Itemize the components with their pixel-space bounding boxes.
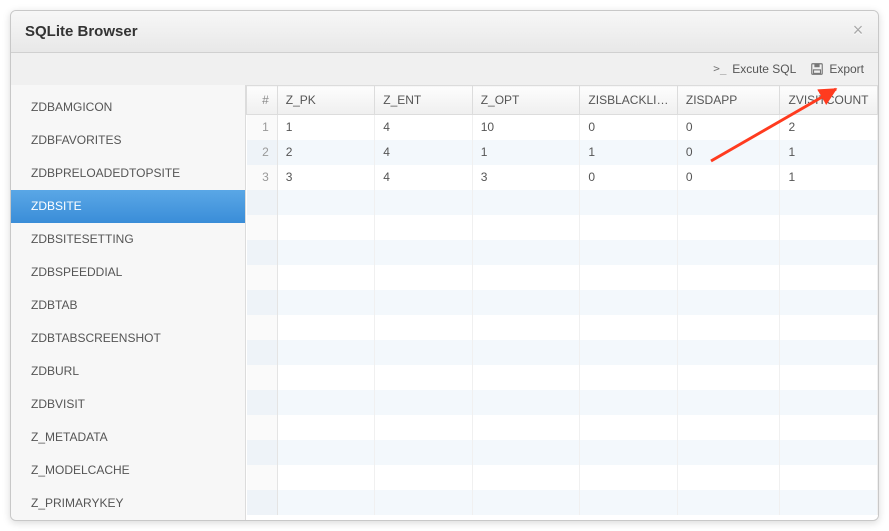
sidebar-item-zdbvisit[interactable]: ZDBVISIT [11, 388, 245, 421]
table-row[interactable]: 2241101 [247, 140, 878, 165]
data-table: #Z_PKZ_ENTZ_OPTZISBLACKLIS…ZISDAPPZVISIT… [246, 85, 878, 515]
execute-sql-label: Excute SQL [732, 62, 796, 76]
toolbar: >_ Excute SQL Export [11, 53, 878, 85]
column-header[interactable]: ZISBLACKLIS… [580, 86, 677, 115]
table-cell[interactable]: 1 [277, 115, 374, 140]
export-label: Export [829, 62, 864, 76]
table-cell[interactable]: 0 [677, 115, 780, 140]
table-cell[interactable]: 0 [580, 165, 677, 190]
sidebar-item-zdbamgicon[interactable]: ZDBAMGICON [11, 91, 245, 124]
sidebar-item-z_modelcache[interactable]: Z_MODELCACHE [11, 454, 245, 487]
table-cell[interactable]: 1 [780, 140, 878, 165]
table-row-empty [247, 315, 878, 340]
sidebar-item-z_primarykey[interactable]: Z_PRIMARYKEY [11, 487, 245, 520]
close-icon[interactable]: × [848, 21, 868, 41]
export-button[interactable]: Export [810, 62, 864, 76]
table-cell[interactable]: 0 [677, 165, 780, 190]
table-row-empty [247, 465, 878, 490]
sidebar-item-zdburl[interactable]: ZDBURL [11, 355, 245, 388]
sidebar-item-zdbpreloadedtopsite[interactable]: ZDBPRELOADEDTOPSITE [11, 157, 245, 190]
table-cell[interactable]: 1 [472, 140, 580, 165]
execute-sql-button[interactable]: >_ Excute SQL [713, 62, 796, 76]
table-cell[interactable]: 2 [780, 115, 878, 140]
table-cell[interactable]: 0 [580, 115, 677, 140]
body: ZDBAMGICONZDBFAVORITESZDBPRELOADEDTOPSIT… [11, 85, 878, 520]
column-header[interactable]: ZVISITCOUNT [780, 86, 878, 115]
column-header[interactable]: Z_ENT [375, 86, 472, 115]
table-cell[interactable]: 4 [375, 165, 472, 190]
app-window: SQLite Browser × >_ Excute SQL Export ZD… [10, 10, 879, 521]
sidebar-item-zdbfavorites[interactable]: ZDBFAVORITES [11, 124, 245, 157]
rownum-header: # [247, 86, 278, 115]
table-row-empty [247, 265, 878, 290]
table-row[interactable]: 11410002 [247, 115, 878, 140]
table-cell[interactable]: 3 [277, 165, 374, 190]
table-row-empty [247, 215, 878, 240]
table-cell[interactable]: 4 [375, 115, 472, 140]
table-row[interactable]: 3343001 [247, 165, 878, 190]
column-header[interactable]: Z_PK [277, 86, 374, 115]
window-title: SQLite Browser [25, 23, 138, 40]
table-cell[interactable]: 1 [780, 165, 878, 190]
table-cell[interactable]: 1 [580, 140, 677, 165]
table-row-empty [247, 340, 878, 365]
table-row-empty [247, 240, 878, 265]
table-row-empty [247, 290, 878, 315]
sidebar-item-zdbsite[interactable]: ZDBSITE [11, 190, 245, 223]
row-number: 3 [247, 165, 278, 190]
table-row-empty [247, 440, 878, 465]
table-row-empty [247, 490, 878, 515]
column-header[interactable]: ZISDAPP [677, 86, 780, 115]
row-number: 2 [247, 140, 278, 165]
table-row-empty [247, 365, 878, 390]
table-cell[interactable]: 3 [472, 165, 580, 190]
save-icon [810, 62, 824, 76]
sidebar-item-zdbtab[interactable]: ZDBTAB [11, 289, 245, 322]
sidebar-item-zdbspeeddial[interactable]: ZDBSPEEDDIAL [11, 256, 245, 289]
titlebar: SQLite Browser × [11, 11, 878, 53]
table-cell[interactable]: 4 [375, 140, 472, 165]
sidebar-item-z_metadata[interactable]: Z_METADATA [11, 421, 245, 454]
sidebar: ZDBAMGICONZDBFAVORITESZDBPRELOADEDTOPSIT… [11, 85, 246, 520]
column-header[interactable]: Z_OPT [472, 86, 580, 115]
table-row-empty [247, 190, 878, 215]
sidebar-item-zdbsitesetting[interactable]: ZDBSITESETTING [11, 223, 245, 256]
table-area: #Z_PKZ_ENTZ_OPTZISBLACKLIS…ZISDAPPZVISIT… [246, 85, 878, 520]
table-cell[interactable]: 2 [277, 140, 374, 165]
sidebar-item-zdbtabscreenshot[interactable]: ZDBTABSCREENSHOT [11, 322, 245, 355]
terminal-icon: >_ [713, 62, 727, 76]
table-row-empty [247, 390, 878, 415]
row-number: 1 [247, 115, 278, 140]
table-row-empty [247, 415, 878, 440]
table-cell[interactable]: 10 [472, 115, 580, 140]
table-cell[interactable]: 0 [677, 140, 780, 165]
